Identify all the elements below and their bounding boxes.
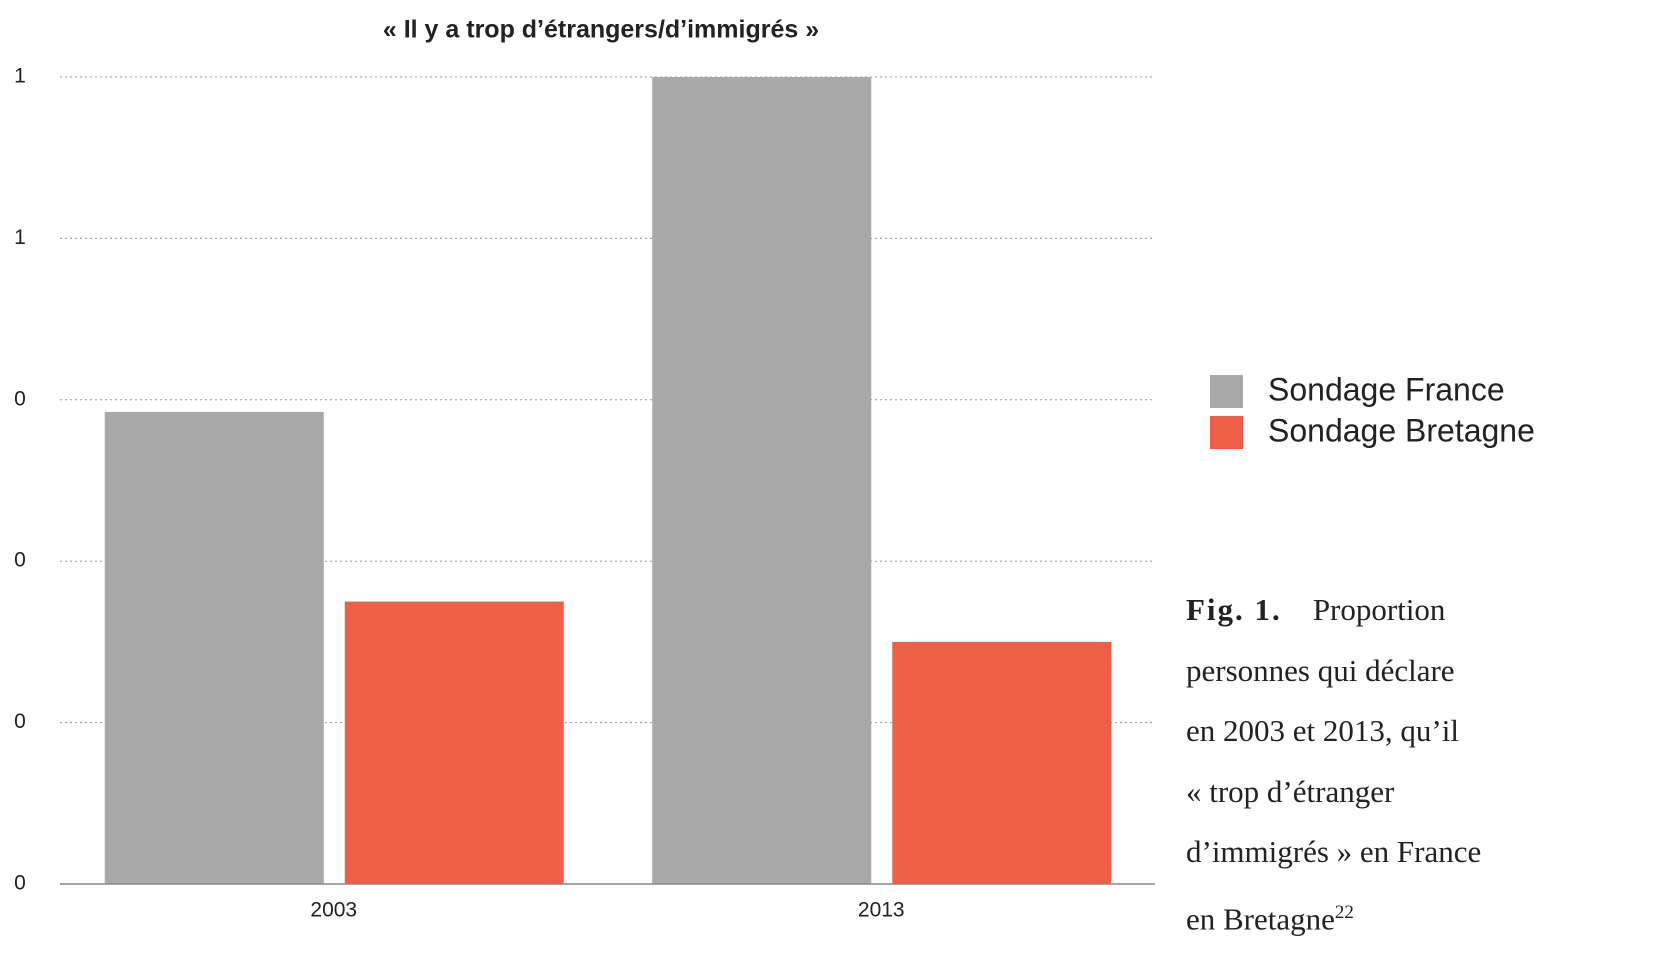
- y-tick-label: 0: [14, 710, 26, 733]
- y-tick-label: 1: [14, 226, 26, 249]
- bar: [892, 641, 1112, 884]
- caption-line: d’immigrés » en France: [1186, 822, 1658, 883]
- bar: [104, 411, 324, 884]
- bar: [652, 77, 872, 884]
- caption-line: en 2003 et 2013, qu’il: [1186, 701, 1658, 762]
- caption-text: « trop d’étranger: [1186, 773, 1395, 809]
- caption-label: Fig. 1.: [1186, 592, 1282, 627]
- y-tick-label: 1: [14, 65, 26, 88]
- legend-swatch: [1210, 416, 1243, 449]
- caption-line: en Bretagne22: [1186, 883, 1658, 950]
- bar: [344, 601, 564, 884]
- legend-swatch: [1210, 375, 1243, 408]
- y-tick-label: 0: [14, 549, 26, 572]
- footnote-ref: 22: [1334, 901, 1354, 923]
- x-tick-label: 2013: [858, 899, 905, 922]
- caption-line: « trop d’étranger: [1186, 762, 1658, 823]
- y-tick-label: 0: [14, 387, 26, 410]
- caption-text: en Bretagne: [1186, 900, 1335, 936]
- legend-label: Sondage France: [1268, 371, 1505, 407]
- caption-text: en 2003 et 2013, qu’il: [1186, 713, 1459, 748]
- caption-text: d’immigrés » en France: [1186, 834, 1482, 869]
- caption: Fig. 1. Proportion personnes qui déclare e…: [1186, 580, 1658, 949]
- legend-label: Sondage Bretagne: [1268, 412, 1535, 448]
- caption-text: Proportion: [1312, 592, 1446, 627]
- y-tick-label: 0: [14, 872, 26, 895]
- caption-text: personnes qui déclare: [1186, 652, 1455, 688]
- x-tick-label: 2003: [310, 899, 357, 922]
- caption-line: Fig. 1. Proportion: [1186, 580, 1658, 641]
- chart-title: « Il y a trop d’étrangers/d’immigrés »: [383, 16, 819, 44]
- caption-line: personnes qui déclare: [1186, 641, 1658, 702]
